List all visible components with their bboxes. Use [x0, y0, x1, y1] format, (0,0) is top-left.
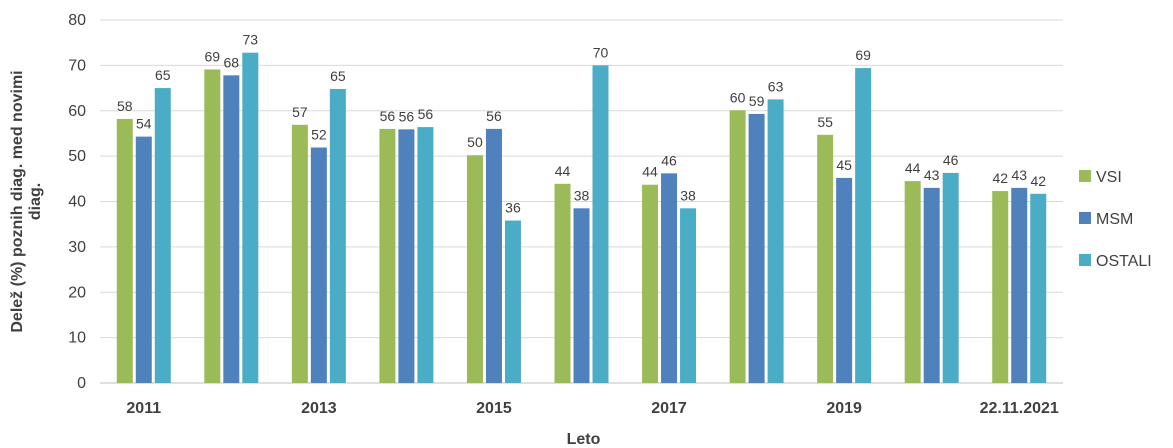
y-axis-title-line: Delež (%) poznih diag. med novimi — [9, 70, 26, 332]
data-label: 69 — [855, 47, 871, 63]
legend-swatch-msm — [1079, 212, 1091, 224]
data-label: 63 — [768, 78, 784, 94]
data-label: 58 — [117, 98, 133, 114]
legend-label-msm: MSM — [1096, 211, 1133, 228]
y-tick-label: 70 — [68, 57, 86, 74]
gridlines — [100, 19, 1063, 384]
bar-msm-4 — [485, 128, 502, 383]
data-label: 50 — [467, 134, 483, 150]
data-label: 60 — [730, 89, 746, 105]
bar-msm-1 — [223, 75, 240, 384]
data-label: 44 — [642, 164, 658, 180]
bar-vsi-7 — [729, 110, 746, 383]
data-label: 42 — [1030, 173, 1046, 189]
legend-label-vsi: VSI — [1096, 169, 1122, 186]
bar-ostali-4 — [504, 220, 521, 383]
x-axis-title: Leto — [567, 431, 601, 448]
bar-vsi-5 — [554, 183, 571, 383]
bar-ostali-7 — [767, 99, 784, 383]
y-tick-label: 30 — [68, 239, 86, 256]
y-tick-label: 40 — [68, 194, 86, 211]
bar-msm-5 — [573, 208, 590, 383]
bar-vsi-0 — [116, 118, 133, 383]
bar-ostali-3 — [417, 127, 434, 384]
x-tick-label: 2013 — [301, 400, 337, 417]
bar-vsi-8 — [817, 134, 834, 383]
y-axis-title: Delež (%) poznih diag. med novimidiag. — [9, 70, 44, 332]
data-label: 59 — [749, 93, 765, 109]
data-label: 36 — [505, 200, 521, 216]
bar-msm-3 — [398, 129, 415, 383]
data-label: 56 — [418, 106, 434, 122]
x-tick-label: 2015 — [476, 400, 512, 417]
data-label: 70 — [593, 44, 609, 60]
data-label: 52 — [311, 127, 327, 143]
bar-vsi-10 — [992, 191, 1009, 383]
data-label: 44 — [555, 163, 571, 179]
legend: VSI MSM OSTALI — [1079, 169, 1152, 270]
x-tick-label: 2019 — [826, 400, 862, 417]
bar-msm-7 — [748, 113, 765, 384]
data-label: 43 — [924, 167, 940, 183]
y-tick-labels: 0 10 20 30 40 50 60 70 80 — [68, 12, 86, 392]
data-label: 56 — [486, 108, 502, 124]
data-label: 57 — [292, 104, 308, 120]
y-tick-label: 10 — [68, 330, 86, 347]
x-tick-label: 22.11.2021 — [980, 400, 1059, 417]
data-label: 65 — [330, 68, 346, 84]
data-label: 38 — [680, 187, 696, 203]
data-label: 56 — [380, 108, 396, 124]
y-axis-title-line: diag. — [27, 183, 44, 220]
bar-ostali-6 — [680, 208, 697, 383]
x-tick-label: 2017 — [651, 400, 687, 417]
y-tick-label: 60 — [68, 103, 86, 120]
data-label: 46 — [661, 152, 677, 168]
bar-msm-6 — [661, 173, 678, 383]
data-label: 56 — [399, 108, 415, 124]
y-tick-label: 50 — [68, 148, 86, 165]
data-label: 46 — [943, 152, 959, 168]
data-label: 38 — [574, 187, 590, 203]
bar-vsi-6 — [642, 184, 659, 383]
data-label: 68 — [224, 54, 240, 70]
bars — [116, 52, 1047, 384]
data-label: 73 — [243, 32, 259, 48]
bar-ostali-2 — [329, 88, 346, 383]
bar-msm-2 — [310, 147, 327, 383]
bar-ostali-8 — [855, 68, 872, 383]
data-label: 43 — [1011, 167, 1027, 183]
data-label: 69 — [205, 48, 221, 64]
bar-msm-10 — [1011, 187, 1028, 383]
bar-ostali-9 — [942, 172, 959, 383]
bar-ostali-1 — [242, 52, 259, 384]
bar-msm-0 — [135, 136, 152, 383]
x-tick-label: 2011 — [126, 400, 161, 417]
legend-label-ostali: OSTALI — [1096, 253, 1152, 270]
data-label: 45 — [836, 157, 852, 173]
bar-msm-8 — [836, 177, 853, 383]
y-tick-label: 80 — [68, 12, 86, 29]
bar-ostali-5 — [592, 65, 609, 383]
bar-vsi-9 — [904, 181, 921, 383]
bar-vsi-2 — [291, 124, 308, 383]
bar-vsi-3 — [379, 128, 396, 383]
bar-msm-9 — [923, 187, 940, 383]
legend-swatch-ostali — [1079, 254, 1091, 266]
data-label: 54 — [136, 116, 152, 132]
data-label: 65 — [155, 67, 171, 83]
bar-vsi-4 — [466, 155, 483, 383]
bar-ostali-10 — [1030, 193, 1047, 383]
bar-vsi-1 — [204, 69, 221, 384]
data-label: 42 — [992, 170, 1008, 186]
y-tick-label: 0 — [77, 375, 86, 392]
legend-swatch-vsi — [1079, 170, 1091, 182]
data-label: 44 — [905, 160, 921, 176]
bar-ostali-0 — [154, 88, 171, 383]
x-tick-labels: 2011 2013 2015 2017 2019 22.11.2021 — [126, 400, 1059, 417]
y-tick-label: 20 — [68, 284, 86, 301]
data-label: 55 — [817, 114, 833, 130]
